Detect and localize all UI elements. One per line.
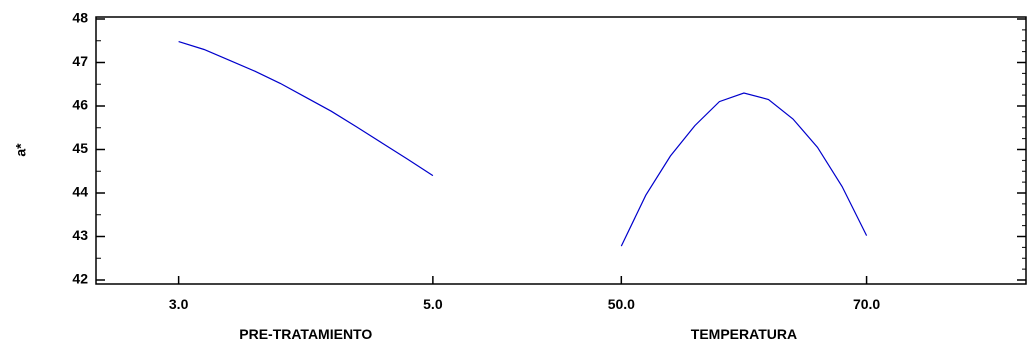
x-tick-label: 3.0 [169, 296, 189, 312]
y-tick-label: 44 [72, 184, 88, 200]
y-tick-label: 42 [72, 271, 88, 287]
x-tick-label: 50.0 [608, 296, 635, 312]
x-axis-title: TEMPERATURA [691, 326, 797, 342]
y-axis-title: a* [13, 143, 29, 157]
panel-2: 50.0 70.0 TEMPERATURA [608, 92, 880, 342]
x-tick-label: 5.0 [423, 296, 443, 312]
x-tick-label: 70.0 [853, 296, 880, 312]
y-tick-label: 46 [72, 97, 88, 113]
panel-1: 3.0 5.0 PRE-TRATAMIENTO [169, 41, 443, 342]
x-axis-title: PRE-TRATAMIENTO [239, 326, 372, 342]
panels: 3.0 5.0 PRE-TRATAMIENTO 50.0 70.0 TEMPERATURA [169, 41, 880, 342]
plot-frame [95, 16, 1027, 285]
y-tick-label: 48 [72, 10, 88, 26]
y-tick-label: 47 [72, 53, 88, 69]
series-line [178, 41, 434, 177]
y-axis: 42 43 44 45 46 47 48 [72, 10, 1026, 287]
y-tick-label: 45 [72, 140, 88, 156]
series-line [620, 92, 868, 247]
y-tick-label: 43 [72, 227, 88, 243]
